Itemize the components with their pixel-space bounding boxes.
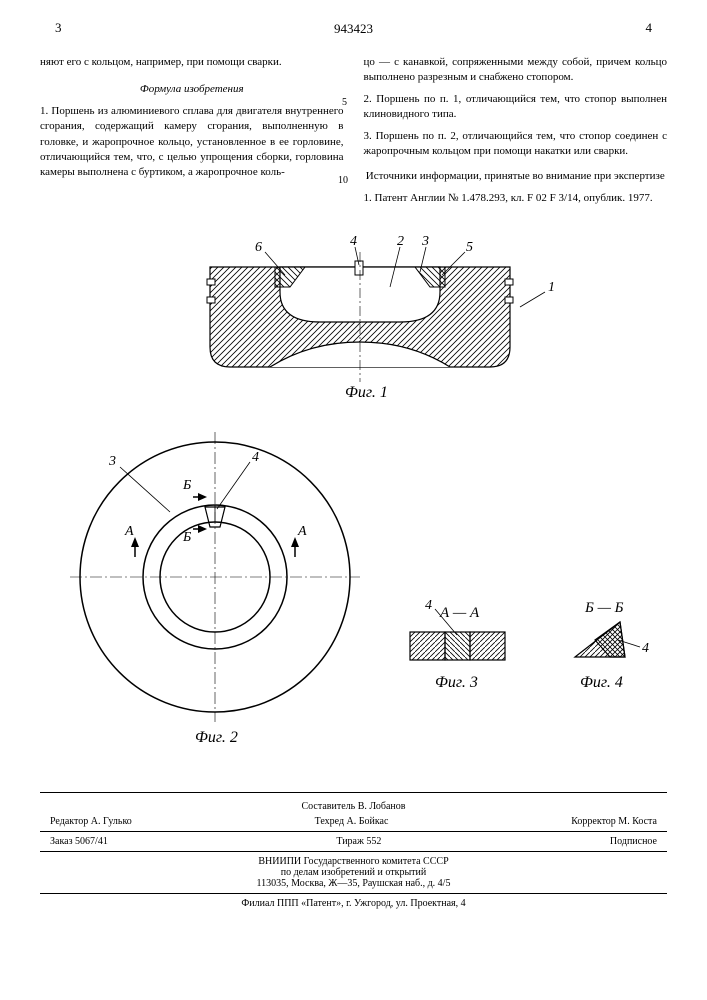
- footer-org2: по делам изобретений и открытий: [40, 867, 667, 878]
- formula-title: Формула изобретения: [40, 82, 344, 97]
- page-header: 3 943423 4: [40, 20, 667, 40]
- footer-org: ВНИИПИ Государственного комитета СССР: [40, 856, 667, 867]
- figures-2-3-4: А А Б Б 3 4 Фиг. 2 А — А 4 Фиг. 3 Б —: [40, 417, 667, 767]
- fig3-label: Фиг. 3: [435, 674, 478, 691]
- right-p1: цо — с канавкой, сопряженными между собо…: [364, 55, 668, 86]
- text-columns: няют его с кольцом, например, при помощи…: [40, 55, 667, 212]
- page-right-num: 4: [646, 20, 653, 36]
- svg-text:Б: Б: [182, 478, 191, 493]
- callout-3: 3: [421, 234, 429, 249]
- footer-order: Заказ 5067/41: [50, 836, 108, 847]
- margin-10: 10: [338, 175, 348, 186]
- svg-text:4: 4: [252, 450, 259, 465]
- footer: Составитель В. Лобанов Редактор А. Гульк…: [40, 792, 667, 909]
- figures-area: 1 2 3 4 5 6 Фиг. 1 А: [40, 232, 667, 772]
- claim-1: 1. Поршень из алюминиевого сплава для дв…: [40, 104, 344, 181]
- footer-corrector: Корректор М. Коста: [571, 816, 657, 827]
- sources-title: Источники информации, принятые во вниман…: [364, 169, 668, 184]
- right-p3: 3. Поршень по п. 2, отличающийся тем, чт…: [364, 129, 668, 160]
- footer-editor: Редактор А. Гулько: [50, 816, 132, 827]
- callout-2: 2: [397, 234, 404, 249]
- right-column: цо — с канавкой, сопряженными между собо…: [364, 55, 668, 212]
- footer-edition: Тираж 552: [336, 836, 381, 847]
- callout-1: 1: [548, 280, 555, 295]
- svg-text:А: А: [124, 524, 134, 539]
- footer-techred: Техред А. Бойкас: [315, 816, 389, 827]
- page-left-num: 3: [55, 20, 62, 36]
- footer-address: 113035, Москва, Ж—35, Раушская наб., д. …: [40, 878, 667, 889]
- fig4-label: Фиг. 4: [580, 674, 623, 691]
- right-p2: 2. Поршень по п. 1, отличающийся тем, чт…: [364, 92, 668, 123]
- footer-subscribed: Подписное: [610, 836, 657, 847]
- left-column: няют его с кольцом, например, при помощи…: [40, 55, 344, 212]
- callout-4: 4: [350, 234, 357, 249]
- svg-text:4: 4: [642, 641, 649, 656]
- svg-text:3: 3: [108, 454, 116, 469]
- fig4-title: Б — Б: [584, 600, 624, 616]
- svg-text:Б: Б: [182, 530, 191, 545]
- fig2-label: Фиг. 2: [195, 729, 238, 746]
- fig3-title: А — А: [439, 605, 480, 621]
- footer-compiler: Составитель В. Лобанов: [40, 801, 667, 812]
- margin-5: 5: [342, 97, 347, 108]
- callout-5: 5: [466, 240, 473, 255]
- left-top-text: няют его с кольцом, например, при помощи…: [40, 55, 344, 70]
- svg-text:А: А: [297, 524, 307, 539]
- footer-branch: Филиал ППП «Патент», г. Ужгород, ул. Про…: [40, 898, 667, 909]
- figure-1: 1 2 3 4 5 6 Фиг. 1: [40, 232, 667, 412]
- document-number: 943423: [334, 21, 373, 36]
- callout-6: 6: [255, 240, 262, 255]
- fig1-label: Фиг. 1: [345, 384, 388, 401]
- source-1: 1. Патент Англии № 1.478.293, кл. F 02 F…: [364, 191, 668, 206]
- svg-text:4: 4: [425, 598, 432, 613]
